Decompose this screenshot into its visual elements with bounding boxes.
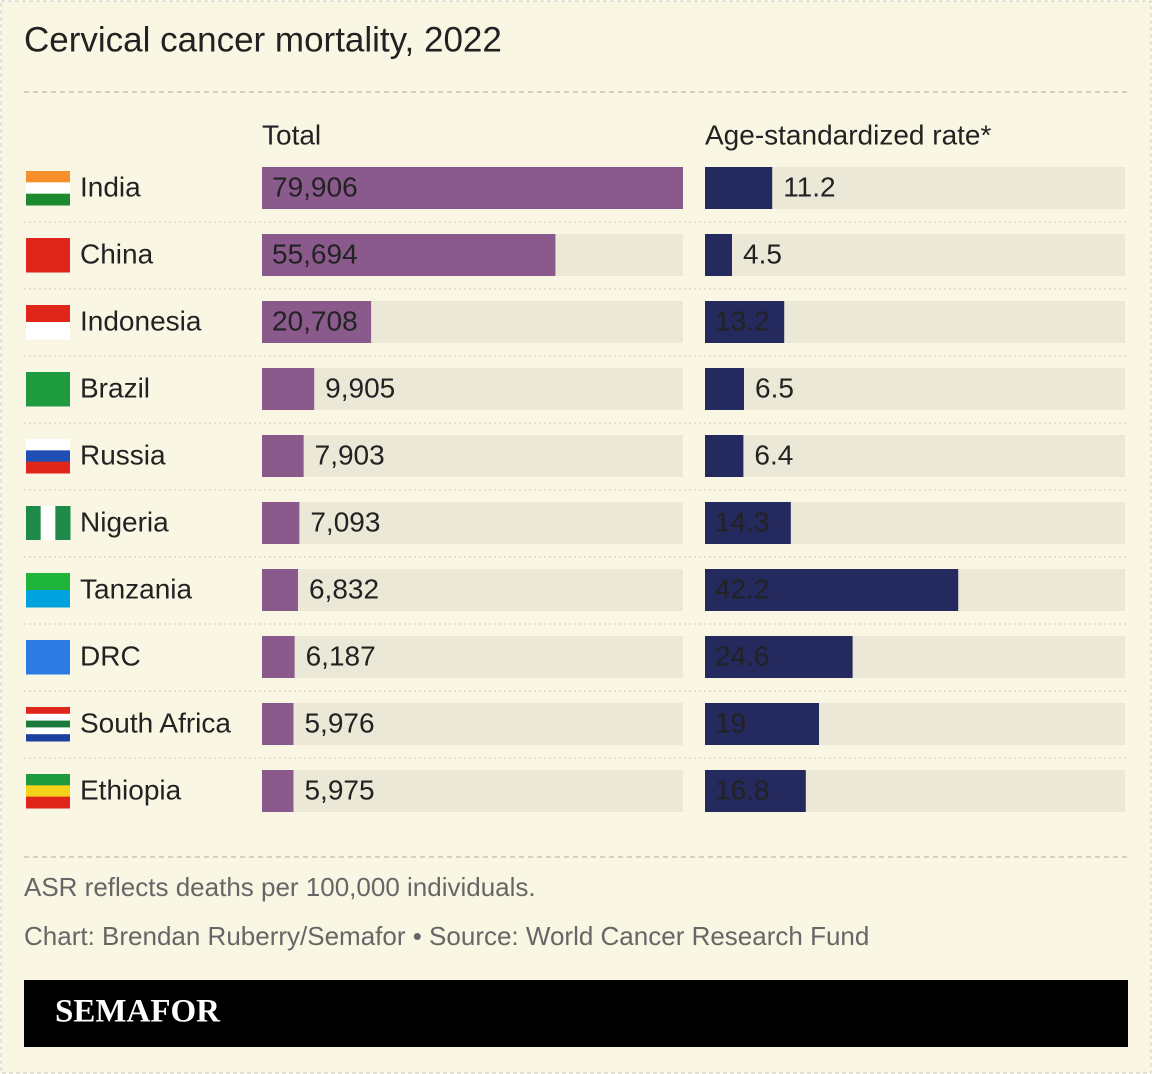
bar [705,234,732,276]
bar [705,569,959,611]
bar-track [262,770,683,812]
value-label: 11.2 [783,171,835,202]
bar [262,770,294,812]
bar-track [262,636,683,678]
flag [26,727,70,735]
value-label: 20,708 [272,305,358,336]
flag [26,182,70,195]
value-label: 4.5 [743,238,782,269]
category-label: Russia [80,439,166,470]
flag [26,193,70,206]
value-label: 14.3 [715,506,770,537]
bar [705,301,785,343]
flag [26,573,70,591]
bar [705,167,773,209]
value-label: 24.6 [715,640,770,671]
bar [705,502,791,544]
category-label: China [80,238,154,269]
flag [26,238,70,273]
note: ASR reflects deaths per 100,000 individu… [24,872,536,902]
flag [26,372,70,407]
value-label: 13.2 [715,305,770,336]
flag [26,305,70,323]
flag [55,506,71,540]
bar [705,703,819,745]
value-label: 7,903 [315,439,385,470]
value-label: 6,187 [306,640,376,671]
category-label: Ethiopia [80,774,182,805]
bar [705,368,744,410]
flag [26,734,70,742]
value-label: 19 [715,707,746,738]
category-label: DRC [80,640,141,671]
category-label: Nigeria [80,506,169,537]
category-label: Indonesia [80,305,202,336]
flag [40,506,56,540]
flag [26,707,70,715]
bar-track [262,368,683,410]
bar-track [262,703,683,745]
bar [262,167,683,209]
flag [26,322,70,340]
category-label: Brazil [80,372,150,403]
value-label: 6.4 [754,439,793,470]
bar-track [705,234,1125,276]
flag [26,796,70,809]
column-header: Total [262,119,321,150]
bar [705,435,744,477]
bar [262,703,294,745]
value-label: 6.5 [755,372,794,403]
bar-track [262,569,683,611]
bar [705,636,853,678]
bar-track [262,502,683,544]
flag [26,720,70,728]
bar [262,569,298,611]
flag [26,439,70,451]
flag [26,640,70,675]
chart-title: Cervical cancer mortality, 2022 [24,20,502,59]
value-label: 55,694 [272,238,358,269]
value-label: 5,975 [304,774,374,805]
flag [26,506,42,540]
value-label: 5,976 [304,707,374,738]
value-label: 6,832 [309,573,379,604]
bar [705,770,806,812]
value-label: 79,906 [272,171,358,202]
bar [262,368,315,410]
flag [26,171,70,183]
category-label: India [80,171,141,202]
bar-track [262,435,683,477]
bar [262,301,372,343]
bar-track [705,368,1125,410]
value-label: 16.8 [715,774,770,805]
bar [262,234,556,276]
bar [262,502,300,544]
flag [26,590,70,608]
footer-bar [24,980,1128,1047]
value-label: 7,093 [310,506,380,537]
flag [26,713,70,722]
value-label: 9,905 [325,372,395,403]
flag [26,774,70,786]
bar-track [705,435,1125,477]
flag [26,785,70,798]
bar-track [705,167,1125,209]
flag [26,461,70,474]
bar [262,435,304,477]
bar [262,636,295,678]
brand: SEMAFOR [55,994,221,1030]
credit: Chart: Brendan Ruberry/Semafor • Source:… [24,921,869,951]
value-label: 42.2 [715,573,770,604]
column-header: Age-standardized rate* [705,119,992,150]
category-label: South Africa [80,707,231,738]
category-label: Tanzania [80,573,193,604]
flag [26,450,70,463]
